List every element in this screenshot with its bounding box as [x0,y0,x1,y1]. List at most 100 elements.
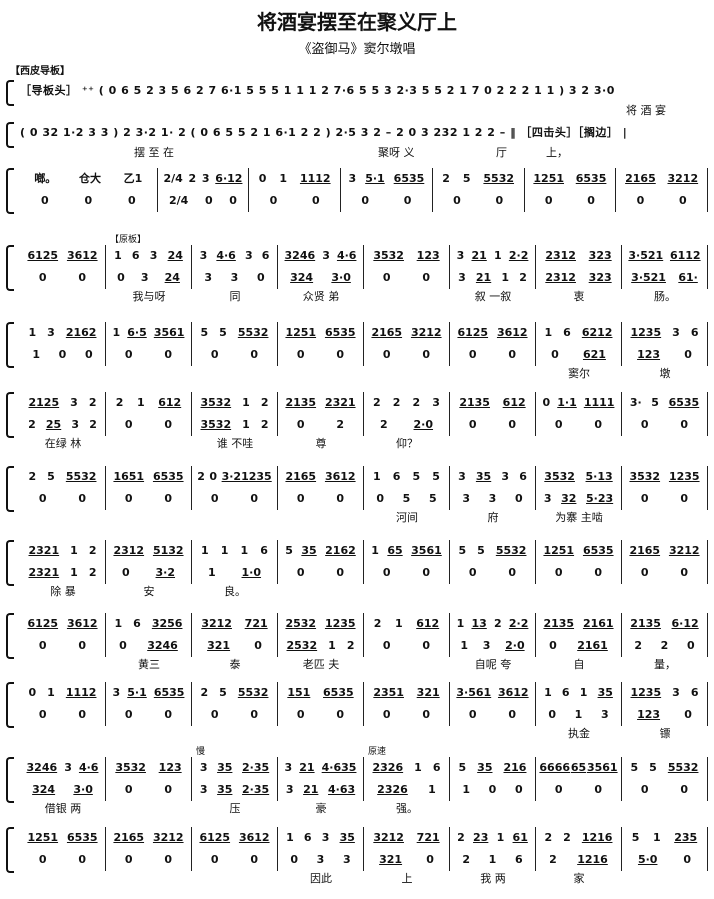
lyric-text: 我 两 [480,872,506,885]
note-group: 6125 [199,831,231,844]
note-group: 0 [164,708,173,721]
note-group: 323 [588,249,612,262]
note-group: 0 [124,783,133,796]
note-group: 6 [561,686,570,699]
note-group: 5·1 [127,686,147,699]
note-group: 21 [471,249,487,262]
staff: 2312 323 2312 323 [536,245,622,289]
note-group: 2135 [459,396,490,409]
note-group: 235 [674,831,698,844]
note-group: 6535 [668,396,700,409]
staff: 3532 1 2 3532 1 2 [192,392,278,436]
staff: 2 5 5532 0 0 [433,168,525,212]
note-group: 0 [554,783,563,796]
note-group: 6535 [575,172,607,185]
measure: 3246 3 4·6 324 3·0 众贤 弟 [278,245,364,305]
note-group: 0 [229,194,237,207]
measure: 1 3 2162 1 0 0 [20,322,106,382]
note-group: 0 [508,566,517,579]
lyric: 摆 至 在 [134,146,174,159]
note-group: 1 [544,326,553,339]
staff: 3212 721 321 0 [364,827,450,871]
vocal-line: 0 2161 [539,635,618,657]
note-group: 61· [678,271,698,284]
note-group: 0 [468,348,477,361]
lyric: 众贤 弟 [278,289,364,305]
staff: 2532 1235 2532 1 2 [278,613,364,657]
note-group: 0 [680,783,689,796]
note-group: 3212 [152,831,184,844]
note-group: 0 [382,348,391,361]
note-group: 3212 [410,326,442,339]
measure: 1251 6535 0 0 [536,540,622,600]
note-group: 3 [244,249,253,262]
lyric: 家 [536,871,622,887]
staff: 6125 3612 0 0 [450,322,536,366]
note-group: 5 [402,492,411,505]
note-group: 2 [260,418,269,431]
staff: 0 1 1112 0 0 [249,168,342,212]
note-group: 0 [250,853,259,866]
note-group: 3212 [201,617,232,630]
staff: 2 0 3·21235 0 0 [192,466,278,510]
accompaniment-line: 2 1 612 [367,613,446,635]
note-group: 3 [501,470,510,483]
note-group: 0 [28,686,37,699]
accompaniment-line: 1 6 3 35 [281,827,360,849]
note-group: 2 [634,639,642,652]
accompaniment-line: 0 1 1112 [252,168,337,190]
lyric-text: 谁 不哇 [216,437,254,450]
accompaniment-line: 6125 3612 [23,245,102,267]
note-group: 3 [458,271,466,284]
note-group: 1 [28,326,37,339]
note-group: 2165 [629,544,661,557]
note-group: 1 [47,686,55,699]
staff: 1251 6535 0 0 [278,322,364,366]
note-group: 3·0 [331,271,351,284]
note-group: 2162 [65,326,97,339]
note-group: 0 [250,492,259,505]
note-group: 5·0 [637,853,658,866]
note-group: 0 [121,566,130,579]
measure: 3·521 6112 3·521 61· 肠。 [622,245,708,305]
lyric-text: 窦尔 [568,367,590,380]
note-group: 3 [47,326,55,339]
measure: 1251 6535 0 0 [525,168,617,212]
note-group: 21 [299,761,315,774]
lyric: 我 两 [450,871,536,887]
staff: 2/4 2 3 6·12 2/4 0 0 [158,168,250,212]
lyric-text: 黄三 [138,658,160,671]
staff: 3 21 1 2·2 3 21 1 2 [450,245,536,289]
note-group: 3 [342,853,351,866]
note-group: 6125 [27,249,59,262]
note-group: 6666 [539,761,571,774]
accompaniment-line: 3532 123 [367,245,446,267]
accompaniment-line: 1 6 1 35 [539,682,618,704]
measure: 原速 2326 1 6 2326 1 强。 [364,747,450,817]
note-group: 3 [321,831,330,844]
staff: 2165 3612 0 0 [278,466,364,510]
note-group: 0 [84,194,93,207]
note-group: 2·2 [508,249,529,262]
note-group: 6535 [66,831,98,844]
note-group: 0 [508,708,517,721]
note-group: 3256 [151,617,183,630]
lyric-text: 仰？ [396,437,418,450]
lyric-text: 河间 [396,511,418,524]
note-group: 1 [579,686,588,699]
note-group: 2 [115,396,124,409]
staff: 2 5 5532 0 0 [192,682,278,726]
measure: 0 1 1112 0 0 [20,682,106,742]
note-group: 0 [422,271,431,284]
note-group: 24 [167,249,183,262]
lyric: 衷 [536,289,622,305]
accompaniment-line: 1251 6535 [281,322,360,344]
note-group: 0 [117,271,125,284]
lyric: 叙 一叙 [450,289,536,305]
note-group: 1 [462,783,470,796]
